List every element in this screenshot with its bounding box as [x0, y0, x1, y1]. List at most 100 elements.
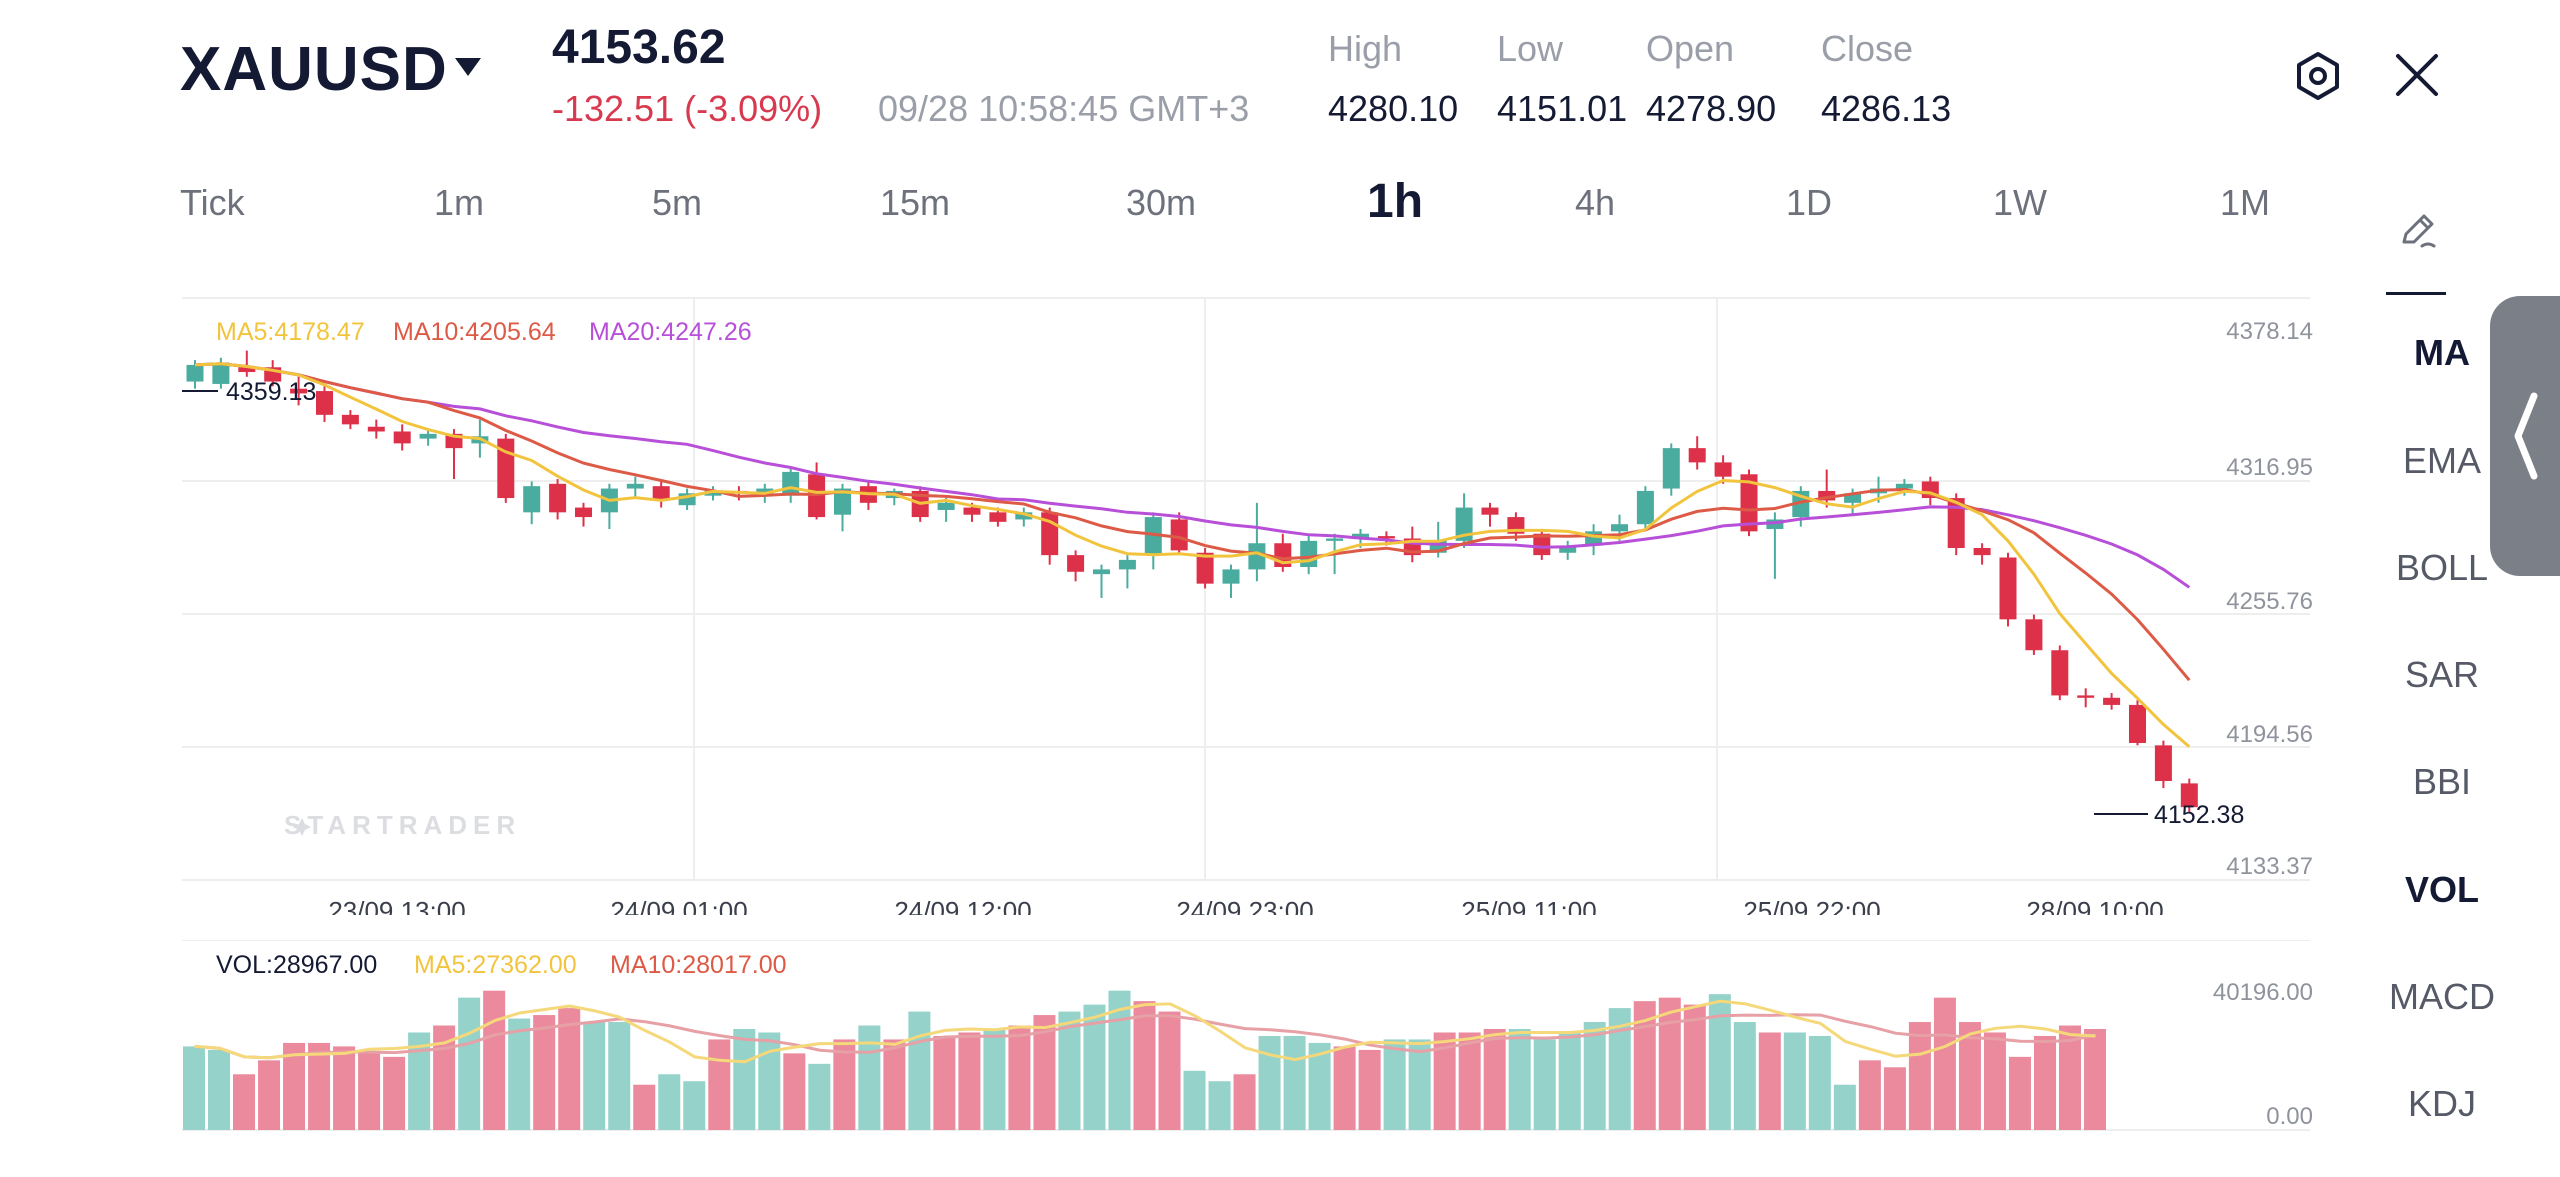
- candle[interactable]: [1688, 448, 1706, 463]
- volume-bar[interactable]: [283, 1042, 306, 1130]
- volume-bar[interactable]: [1033, 1015, 1056, 1130]
- volume-bar[interactable]: [1883, 1067, 1906, 1130]
- candle[interactable]: [1844, 493, 1862, 503]
- volume-bar[interactable]: [333, 1046, 356, 1130]
- candle[interactable]: [1455, 507, 1473, 541]
- candle[interactable]: [1377, 536, 1395, 539]
- volume-bar[interactable]: [833, 1039, 856, 1130]
- volume-bar[interactable]: [1058, 1011, 1081, 1130]
- volume-bar[interactable]: [1958, 1022, 1981, 1130]
- volume-bar[interactable]: [233, 1074, 256, 1130]
- volume-bar[interactable]: [1558, 1032, 1581, 1130]
- candle[interactable]: [652, 486, 670, 501]
- volume-bar[interactable]: [1333, 1046, 1356, 1130]
- volume-bar[interactable]: [383, 1056, 406, 1130]
- candle[interactable]: [1818, 490, 1836, 501]
- candle[interactable]: [704, 490, 722, 496]
- candle[interactable]: [1611, 524, 1628, 532]
- candle[interactable]: [316, 391, 333, 415]
- panel-collapse-handle[interactable]: [2490, 296, 2560, 576]
- indicator-kdj[interactable]: KDJ: [2407, 1083, 2476, 1124]
- volume-bar[interactable]: [1183, 1070, 1206, 1130]
- volume-bar[interactable]: [1983, 1032, 2006, 1130]
- volume-bar[interactable]: [2008, 1056, 2031, 1130]
- volume-bar[interactable]: [2033, 1035, 2056, 1130]
- volume-bar[interactable]: [2058, 1025, 2081, 1130]
- candle[interactable]: [1559, 545, 1577, 553]
- candle[interactable]: [782, 471, 800, 496]
- candle[interactable]: [1740, 474, 1758, 532]
- volume-bar[interactable]: [1808, 1035, 1831, 1130]
- volume-bar[interactable]: [633, 1084, 656, 1130]
- candle[interactable]: [1170, 519, 1188, 551]
- candle[interactable]: [1196, 552, 1214, 584]
- candle[interactable]: [1714, 462, 1732, 477]
- volume-bar[interactable]: [1483, 1028, 1506, 1130]
- volume-bar[interactable]: [1208, 1081, 1231, 1130]
- volume-bar[interactable]: [1308, 1042, 1331, 1130]
- candle[interactable]: [1015, 512, 1033, 520]
- volume-bar[interactable]: [1383, 1039, 1406, 1130]
- indicator-boll[interactable]: BOLL: [2395, 547, 2489, 588]
- candle[interactable]: [1973, 547, 1991, 556]
- volume-bar[interactable]: [958, 1032, 981, 1130]
- candle[interactable]: [834, 488, 851, 515]
- indicator-ema[interactable]: EMA: [2402, 440, 2481, 481]
- volume-bar[interactable]: [1758, 1032, 1781, 1130]
- candle[interactable]: [1429, 540, 1447, 553]
- volume-bar[interactable]: [908, 1011, 931, 1130]
- volume-bar[interactable]: [1158, 1011, 1181, 1130]
- volume-bar[interactable]: [458, 997, 481, 1130]
- candle[interactable]: [1067, 555, 1085, 572]
- candle[interactable]: [1093, 569, 1110, 575]
- volume-bar[interactable]: [1833, 1084, 1856, 1130]
- volume-bar[interactable]: [1458, 1032, 1481, 1130]
- indicator-sar[interactable]: SAR: [2404, 654, 2480, 695]
- candle[interactable]: [1636, 490, 1654, 525]
- candle[interactable]: [1248, 543, 1266, 570]
- tab-30m[interactable]: 30m: [1126, 182, 1197, 223]
- tab-1w[interactable]: 1W: [1993, 182, 2047, 223]
- candle[interactable]: [626, 483, 644, 489]
- volume-bar[interactable]: [933, 1035, 956, 1130]
- candle[interactable]: [678, 493, 696, 506]
- volume-bar[interactable]: [258, 1060, 281, 1130]
- candle[interactable]: [1352, 533, 1369, 539]
- volume-bar[interactable]: [1283, 1035, 1306, 1130]
- volume-bar[interactable]: [1433, 1032, 1456, 1130]
- candle[interactable]: [290, 388, 308, 394]
- indicator-ma[interactable]: MA: [2414, 332, 2470, 373]
- tab-1d[interactable]: 1D: [1786, 182, 1833, 223]
- volume-bar[interactable]: [1408, 1039, 1431, 1130]
- volume-bar[interactable]: [1583, 1022, 1606, 1130]
- pencil-icon[interactable]: [2396, 208, 2440, 252]
- volume-bar[interactable]: [1683, 1004, 1706, 1130]
- volume-bar[interactable]: [1633, 1001, 1656, 1130]
- volume-bar[interactable]: [1608, 1008, 1631, 1130]
- candle[interactable]: [2180, 783, 2198, 808]
- volume-bar[interactable]: [1533, 1039, 1556, 1130]
- volume-bar[interactable]: [183, 1046, 206, 1130]
- tab-5m[interactable]: 5m: [652, 182, 703, 223]
- volume-bar[interactable]: [683, 1081, 706, 1130]
- volume-bar[interactable]: [558, 1008, 581, 1130]
- tab-tick[interactable]: Tick: [180, 182, 245, 223]
- volume-bar[interactable]: [883, 1039, 906, 1130]
- volume-bar[interactable]: [1733, 1022, 1756, 1130]
- candle[interactable]: [1118, 559, 1136, 570]
- candle[interactable]: [2025, 619, 2043, 651]
- candle[interactable]: [393, 431, 411, 444]
- candle[interactable]: [419, 433, 437, 439]
- volume-bar[interactable]: [608, 1022, 631, 1130]
- candle[interactable]: [212, 362, 230, 384]
- volume-bar[interactable]: [433, 1025, 456, 1130]
- volume-bar[interactable]: [483, 990, 506, 1130]
- tab-1m-month[interactable]: 1M: [2220, 182, 2271, 223]
- volume-chart[interactable]: VOL:28967.00 MA5:27362.00 MA10:28017.00 …: [0, 940, 2340, 1170]
- chevron-down-icon[interactable]: [455, 58, 481, 76]
- indicator-macd[interactable]: MACD: [2389, 976, 2495, 1017]
- volume-bar[interactable]: [1858, 1060, 1881, 1130]
- settings-icon[interactable]: [2292, 50, 2344, 102]
- candle[interactable]: [1662, 448, 1680, 489]
- candle[interactable]: [1895, 483, 1913, 489]
